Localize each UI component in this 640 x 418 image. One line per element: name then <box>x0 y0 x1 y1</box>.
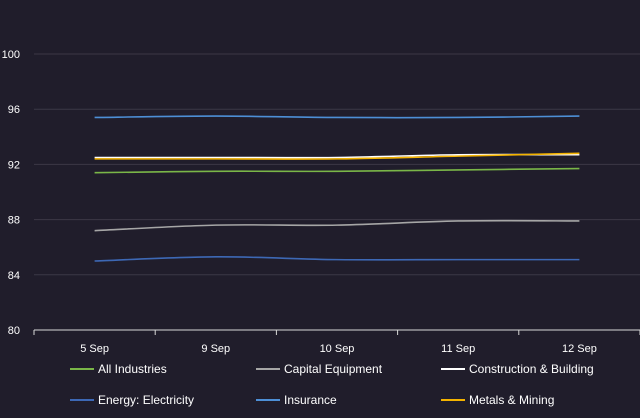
y-tick-label: 80 <box>8 325 20 337</box>
series-lines <box>94 115 580 262</box>
series-line-metals-mining <box>94 152 580 160</box>
y-tick-label: 96 <box>8 104 20 116</box>
legend-label: Capital Equipment <box>284 362 383 376</box>
legend-item-all-industries: All Industries <box>70 362 167 376</box>
x-tick-label: 12 Sep <box>562 343 597 355</box>
series-line-energy-electricity <box>94 256 580 262</box>
x-tick-label: 10 Sep <box>320 343 355 355</box>
legend-item-energy-electricity: Energy: Electricity <box>70 393 194 407</box>
legend-label: All Industries <box>98 362 167 376</box>
series-line-all-industries <box>94 167 580 174</box>
legend-item-insurance: Insurance <box>256 393 337 407</box>
legend-item-construction-building: Construction & Building <box>441 362 594 376</box>
y-tick-label: 84 <box>8 270 20 282</box>
y-tick-label: 92 <box>8 159 20 171</box>
x-tick-label: 11 Sep <box>441 343 475 355</box>
x-tick-label: 5 Sep <box>80 343 109 355</box>
axes: 80 84 88 92 96 100 5 Sep 9 Sep 10 Sep 11 Sep 12 Se… <box>2 49 640 355</box>
series-line-capital-equipment <box>94 219 580 232</box>
series-line-insurance <box>94 115 580 119</box>
legend: All Industries Capital Equipment Construct… <box>70 362 594 407</box>
legend-label: Metals & Mining <box>469 393 554 407</box>
x-tick-label: 9 Sep <box>201 343 230 355</box>
legend-label: Construction & Building <box>469 362 594 376</box>
legend-item-metals-mining: Metals & Mining <box>441 393 554 407</box>
y-tick-label: 88 <box>8 215 20 227</box>
gridlines <box>34 53 640 276</box>
legend-item-capital-equipment: Capital Equipment <box>256 362 383 376</box>
legend-label: Energy: Electricity <box>98 393 194 407</box>
legend-label: Insurance <box>284 393 337 407</box>
y-tick-label: 100 <box>2 49 20 61</box>
